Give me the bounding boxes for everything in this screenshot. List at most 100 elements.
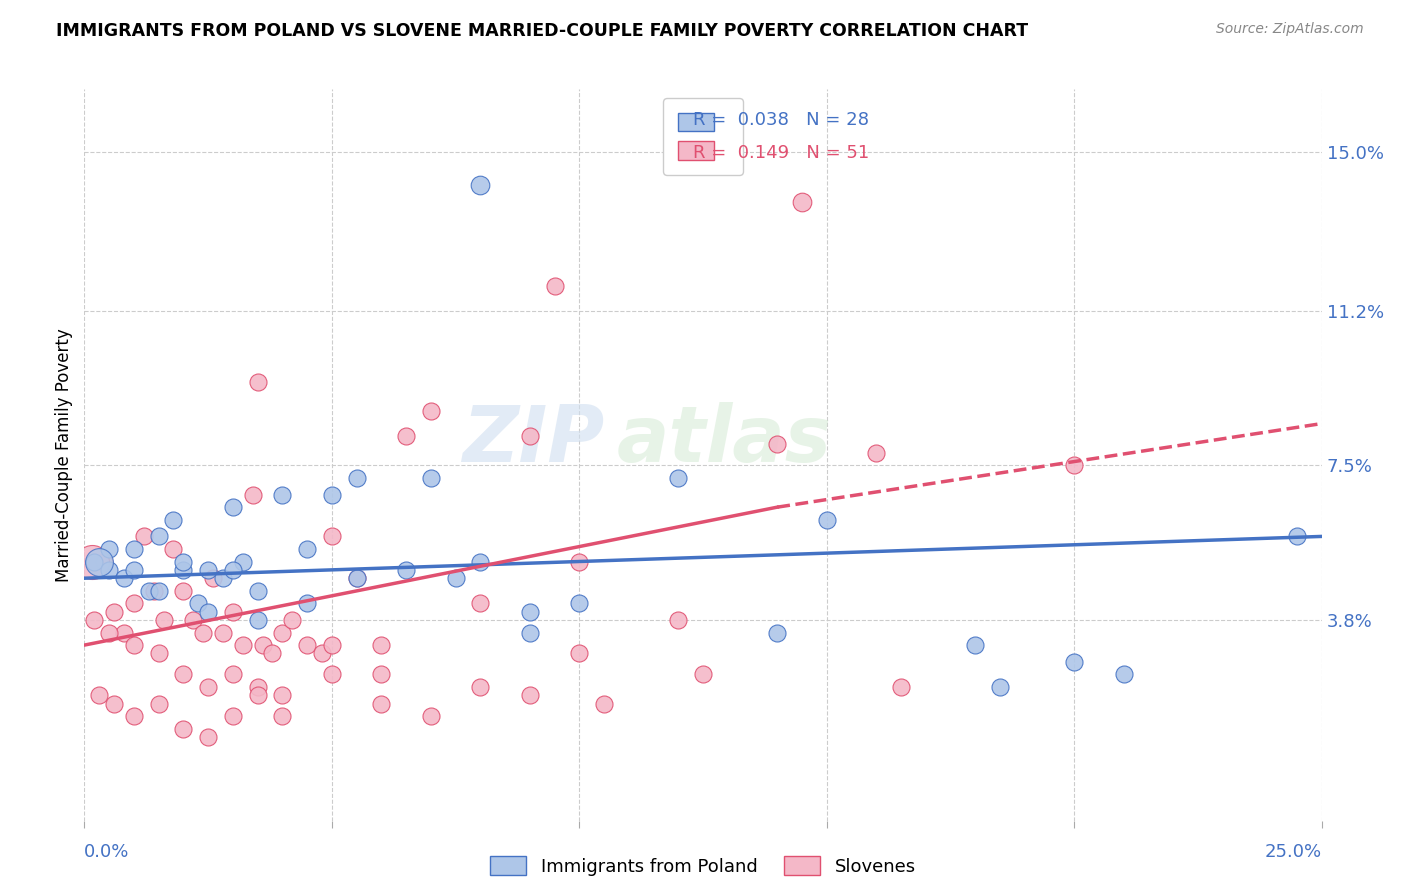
Point bbox=[112, 625, 135, 640]
Point bbox=[172, 554, 194, 568]
Point bbox=[419, 471, 441, 485]
Point bbox=[222, 563, 245, 577]
Point bbox=[281, 613, 304, 627]
Point bbox=[246, 613, 269, 627]
Point bbox=[152, 613, 174, 627]
Point bbox=[98, 541, 121, 556]
Point bbox=[395, 429, 418, 443]
Point bbox=[470, 554, 492, 568]
Point bbox=[98, 563, 121, 577]
Point bbox=[222, 709, 245, 723]
Point bbox=[93, 554, 115, 568]
Point bbox=[246, 680, 269, 694]
Text: atlas: atlas bbox=[616, 402, 831, 478]
Point bbox=[148, 697, 170, 711]
Point bbox=[271, 625, 294, 640]
Text: R =  0.038   N = 28: R = 0.038 N = 28 bbox=[693, 111, 869, 128]
Point bbox=[666, 471, 689, 485]
Point bbox=[519, 625, 541, 640]
Point bbox=[197, 605, 219, 619]
Point bbox=[271, 488, 294, 502]
Point bbox=[181, 613, 204, 627]
Point bbox=[419, 404, 441, 418]
Point bbox=[865, 446, 887, 460]
Point bbox=[222, 500, 245, 515]
Point bbox=[988, 680, 1011, 694]
Point bbox=[197, 680, 219, 694]
Point bbox=[252, 638, 274, 652]
Point bbox=[519, 429, 541, 443]
Point bbox=[419, 709, 441, 723]
Point bbox=[295, 638, 318, 652]
Point bbox=[346, 571, 368, 585]
Y-axis label: Married-Couple Family Poverty: Married-Couple Family Poverty bbox=[55, 328, 73, 582]
Point bbox=[271, 709, 294, 723]
Point bbox=[80, 554, 103, 568]
Point bbox=[766, 625, 789, 640]
Point bbox=[172, 667, 194, 681]
Point bbox=[162, 541, 184, 556]
Point bbox=[271, 688, 294, 702]
Point bbox=[232, 638, 254, 652]
Point bbox=[346, 571, 368, 585]
Point bbox=[246, 583, 269, 598]
Point bbox=[242, 488, 264, 502]
Text: ZIP: ZIP bbox=[461, 402, 605, 478]
Point bbox=[89, 554, 111, 568]
Text: Source: ZipAtlas.com: Source: ZipAtlas.com bbox=[1216, 22, 1364, 37]
Point bbox=[1063, 458, 1085, 473]
Point bbox=[543, 278, 565, 293]
Point bbox=[197, 730, 219, 744]
Point bbox=[395, 563, 418, 577]
Point bbox=[172, 563, 194, 577]
Point bbox=[246, 688, 269, 702]
Point bbox=[311, 647, 333, 661]
Point bbox=[148, 583, 170, 598]
Text: R =  0.149   N = 51: R = 0.149 N = 51 bbox=[693, 145, 870, 162]
Point bbox=[346, 471, 368, 485]
Point bbox=[965, 638, 987, 652]
Point bbox=[103, 697, 125, 711]
Point bbox=[890, 680, 912, 694]
Point bbox=[138, 583, 160, 598]
Text: 0.0%: 0.0% bbox=[84, 843, 129, 861]
Point bbox=[222, 667, 245, 681]
Point bbox=[191, 625, 214, 640]
Point bbox=[232, 554, 254, 568]
Text: 25.0%: 25.0% bbox=[1264, 843, 1322, 861]
Point bbox=[122, 596, 145, 610]
Point bbox=[370, 638, 392, 652]
Point bbox=[122, 563, 145, 577]
Point bbox=[197, 563, 219, 577]
Point bbox=[212, 571, 235, 585]
Point bbox=[222, 605, 245, 619]
Point bbox=[444, 571, 467, 585]
Point bbox=[122, 709, 145, 723]
Point bbox=[202, 571, 225, 585]
Point bbox=[172, 722, 194, 736]
Point bbox=[568, 647, 591, 661]
Point bbox=[692, 667, 714, 681]
Point bbox=[122, 638, 145, 652]
Point bbox=[295, 596, 318, 610]
Point bbox=[321, 529, 343, 543]
Point bbox=[295, 541, 318, 556]
Point bbox=[470, 596, 492, 610]
Point bbox=[172, 583, 194, 598]
Point bbox=[470, 680, 492, 694]
Point bbox=[321, 488, 343, 502]
Point bbox=[593, 697, 616, 711]
Point bbox=[519, 605, 541, 619]
Point bbox=[568, 554, 591, 568]
Point bbox=[212, 625, 235, 640]
Text: IMMIGRANTS FROM POLAND VS SLOVENE MARRIED-COUPLE FAMILY POVERTY CORRELATION CHAR: IMMIGRANTS FROM POLAND VS SLOVENE MARRIE… bbox=[56, 22, 1028, 40]
Point bbox=[321, 667, 343, 681]
Point bbox=[1063, 655, 1085, 669]
Point bbox=[519, 688, 541, 702]
Point bbox=[262, 647, 284, 661]
Legend: , : , bbox=[664, 98, 742, 175]
Point bbox=[321, 638, 343, 652]
Point bbox=[246, 375, 269, 389]
Point bbox=[89, 688, 111, 702]
Point bbox=[83, 613, 105, 627]
